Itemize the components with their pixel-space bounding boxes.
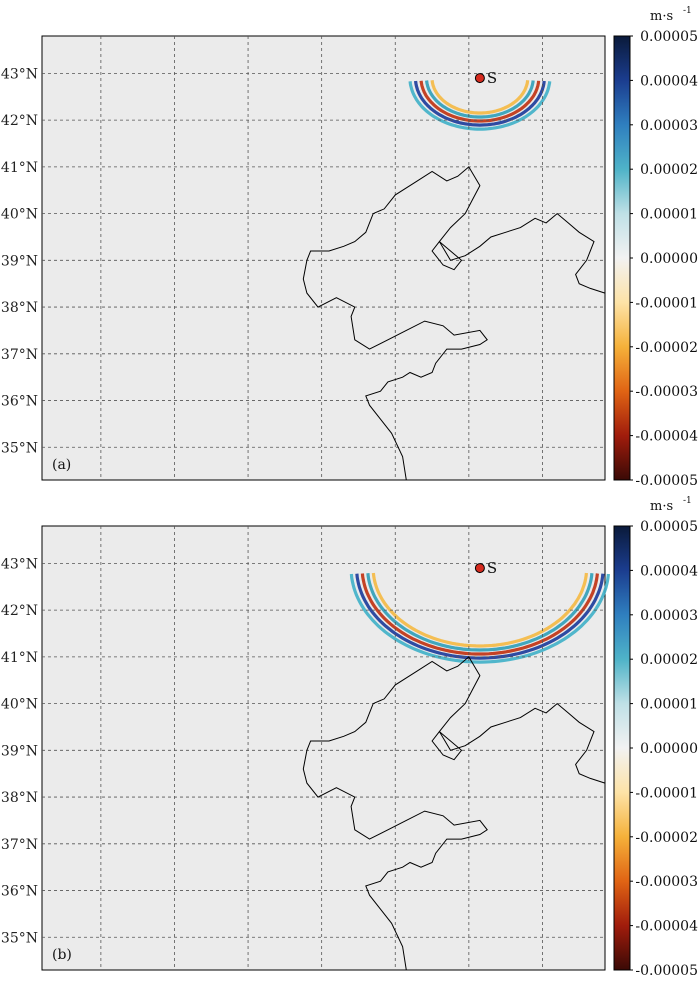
wavefront-ring <box>349 573 610 664</box>
colorbar-tick-label: -0.00002 <box>635 340 698 356</box>
wavefront-ring <box>355 573 605 660</box>
source-point-marker <box>474 563 485 574</box>
wavefront-ring <box>425 80 535 119</box>
coastline-bay <box>431 241 463 271</box>
coastline-bay <box>431 731 463 761</box>
colorbar-tick-label: 0.00000 <box>640 251 698 267</box>
source-point-marker <box>474 73 485 84</box>
lat-tick-label: 43°N <box>1 556 38 572</box>
lon-tick-label: 118°E <box>300 489 344 490</box>
colorbar-unit: m·s <box>650 499 673 514</box>
colorbar-unit-exponent: -1 <box>683 496 692 506</box>
source-point-label: S <box>487 559 497 577</box>
colorbar-tick-label: 0.00003 <box>640 608 698 624</box>
panel-label-b: (b) <box>52 947 72 963</box>
lat-tick-label: 35°N <box>1 930 38 946</box>
lat-tick-label: 40°N <box>1 207 38 223</box>
colorbar-tick-label: 0.00004 <box>640 563 698 579</box>
colorbar-tick-label: -0.00005 <box>635 473 698 489</box>
wavefront-ring <box>419 80 541 123</box>
map-background <box>41 525 606 971</box>
lon-tick-label: 118°E <box>300 979 344 980</box>
lon-tick-label: 122°E <box>447 979 491 980</box>
colorbar-tick-label: 0.00005 <box>640 29 698 45</box>
colorbar-tick-label: 0.00001 <box>640 697 698 713</box>
colorbar-unit-exponent: -1 <box>683 6 692 16</box>
colorbar-tick-label: 0.00003 <box>640 118 698 134</box>
colorbar <box>613 525 631 971</box>
wavefront-ring <box>360 573 599 656</box>
colorbar-tick-label: -0.00001 <box>635 295 698 311</box>
lat-tick-label: 37°N <box>1 347 38 363</box>
lat-tick-label: 39°N <box>1 253 38 269</box>
colorbar-tick-label: -0.00003 <box>635 874 698 890</box>
map-panel-b: S (b) 112°E 114°E 116°E 118°E 120°E 122°E 124°E 3… <box>0 490 700 980</box>
lat-tick-label: 40°N <box>1 697 38 713</box>
lat-tick-label: 42°N <box>1 113 38 129</box>
map-figure-b: S (b) 112°E 114°E 116°E 118°E 120°E 122°E 124°E 3… <box>1 496 698 980</box>
lon-tick-label: 116°E <box>226 489 270 490</box>
lat-tick-label: 39°N <box>1 743 38 759</box>
lon-tick-label: 114°E <box>152 489 196 490</box>
lat-tick-label: 42°N <box>1 603 38 619</box>
colorbar-tick-label: 0.00002 <box>640 162 698 178</box>
lon-tick-label: 116°E <box>226 979 270 980</box>
lat-tick-label: 43°N <box>1 66 38 82</box>
lat-tick-label: 38°N <box>1 300 38 316</box>
map-figure-a: S (a) 112°E 114°E 116°E 118°E 120°E 122°E 124°E 3… <box>1 6 698 490</box>
lat-tick-label: 41°N <box>1 650 38 666</box>
lon-tick-label: 124°E <box>520 979 564 980</box>
lat-tick-label: 36°N <box>1 394 38 410</box>
lat-tick-label: 36°N <box>1 884 38 900</box>
wavefront-ring <box>371 572 588 648</box>
coastline <box>302 656 606 971</box>
colorbar-tick-label: 0.00005 <box>640 519 698 535</box>
colorbar-tick-label: -0.00001 <box>635 785 698 801</box>
colorbar <box>613 35 631 481</box>
colorbar-tick-label: 0.00001 <box>640 207 698 223</box>
colorbar-tick-label: 0.00000 <box>640 741 698 757</box>
lat-tick-label: 38°N <box>1 790 38 806</box>
colorbar-tick-label: -0.00005 <box>635 963 698 979</box>
colorbar-tick-label: -0.00004 <box>635 429 698 445</box>
map-panel-a: S (a) 112°E 114°E 116°E 118°E 120°E 122°E 124°E 3… <box>0 0 700 490</box>
lon-tick-label: 120°E <box>373 979 417 980</box>
colorbar-tick-label: -0.00003 <box>635 384 698 400</box>
wavefront-ring <box>430 80 530 115</box>
lat-tick-label: 37°N <box>1 837 38 853</box>
colorbar-unit: m·s <box>650 9 673 24</box>
coastline <box>302 166 606 481</box>
colorbar-tick-label: -0.00002 <box>635 830 698 846</box>
lat-tick-label: 35°N <box>1 440 38 456</box>
source-point-label: S <box>487 69 497 87</box>
panel-label-a: (a) <box>52 457 71 473</box>
wavefront-ring <box>414 80 546 127</box>
lon-tick-label: 114°E <box>152 979 196 980</box>
lon-tick-label: 112°E <box>79 979 123 980</box>
colorbar-tick-label: 0.00002 <box>640 652 698 668</box>
colorbar-tick-label: -0.00004 <box>635 919 698 935</box>
lat-tick-label: 41°N <box>1 160 38 176</box>
lon-tick-label: 124°E <box>520 489 564 490</box>
lon-tick-label: 122°E <box>447 489 491 490</box>
wavefront-ring <box>366 573 594 652</box>
wavefront-ring <box>408 81 552 131</box>
lon-tick-label: 112°E <box>79 489 123 490</box>
lon-tick-label: 120°E <box>373 489 417 490</box>
colorbar-tick-label: 0.00004 <box>640 73 698 89</box>
